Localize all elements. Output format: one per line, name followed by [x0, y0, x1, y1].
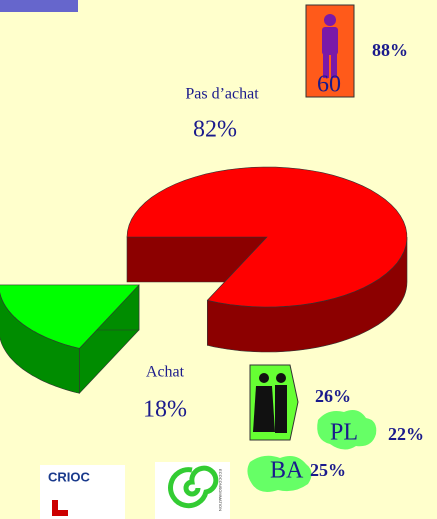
slice-value-label: 18%: [143, 397, 187, 423]
logo-mark: [52, 510, 68, 516]
icon-number: 60: [317, 72, 341, 98]
slice-label: Pas d’achat: [185, 86, 259, 103]
pie-slice: [126, 166, 408, 308]
logo-spiral: [168, 465, 219, 509]
region-shape: [247, 455, 312, 492]
header-bar: [0, 0, 78, 12]
person-icon: [322, 14, 338, 78]
logo-mark: [52, 500, 58, 516]
annotation: 25%: [310, 460, 346, 480]
annotation: 88%: [372, 40, 408, 60]
region-label: PL: [330, 420, 358, 446]
logo-text: CRIOC: [48, 469, 91, 484]
region-label: BA: [270, 458, 304, 484]
slice-label: Achat: [146, 364, 185, 381]
logo-text: ECOCONSOMMATION: [218, 469, 223, 511]
region-shape: [317, 410, 377, 450]
slice-value-label: 82%: [193, 117, 237, 143]
pie: [0, 166, 408, 395]
pie-slice: [0, 284, 140, 349]
couple-icon: [253, 373, 287, 433]
annotation: 26%: [315, 386, 351, 406]
annotation: 22%: [388, 424, 424, 444]
